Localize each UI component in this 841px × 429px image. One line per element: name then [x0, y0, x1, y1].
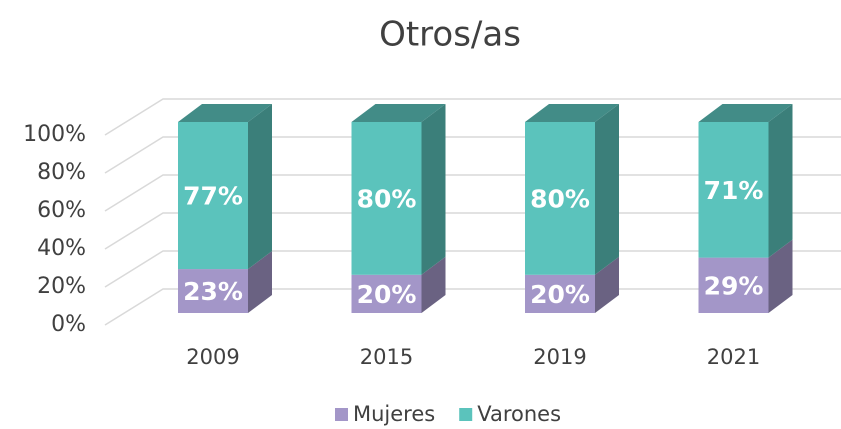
- bar-top: [178, 104, 272, 122]
- y-tick-label: 40%: [37, 236, 86, 261]
- bar-side: [768, 239, 793, 313]
- bar: [525, 122, 595, 275]
- legend-label: Varones: [477, 402, 561, 426]
- chart-title: Otros/as: [379, 15, 521, 55]
- value-label: 23%: [183, 277, 243, 306]
- value-label: 20%: [357, 280, 417, 309]
- bar-top: [698, 104, 793, 122]
- value-label: 71%: [704, 176, 764, 205]
- y-tick-label: 0%: [51, 312, 86, 337]
- value-label: 80%: [357, 184, 417, 213]
- y-tick-label: 60%: [37, 198, 86, 223]
- x-tick-label: 2021: [707, 345, 760, 369]
- bar: [178, 269, 248, 313]
- bar: [351, 122, 422, 275]
- grid-line: [104, 98, 841, 136]
- y-tick-label: 100%: [23, 122, 86, 147]
- bar-side: [421, 256, 446, 313]
- bar: [351, 274, 422, 313]
- bar-side: [595, 256, 619, 313]
- bar-side: [248, 104, 272, 270]
- bar: [178, 122, 248, 270]
- bar-side: [768, 104, 793, 258]
- bar-top: [351, 104, 446, 122]
- legend-label: Mujeres: [353, 402, 435, 426]
- value-label: 80%: [530, 184, 590, 213]
- value-label: 20%: [530, 280, 590, 309]
- legend-swatch: [335, 408, 348, 421]
- bar-side: [595, 104, 619, 275]
- bar-top: [525, 104, 619, 122]
- bar-side: [248, 251, 272, 313]
- x-tick-label: 2009: [186, 345, 239, 369]
- bar-side: [421, 104, 446, 275]
- value-label: 77%: [183, 182, 243, 211]
- legend-swatch: [459, 408, 473, 421]
- value-label: 29%: [704, 271, 764, 300]
- y-tick-label: 80%: [37, 160, 86, 185]
- bar: [698, 122, 769, 258]
- bar: [698, 257, 769, 313]
- x-tick-label: 2019: [533, 345, 586, 369]
- bar: [525, 274, 595, 313]
- x-tick-label: 2015: [360, 345, 413, 369]
- y-tick-label: 20%: [37, 274, 86, 299]
